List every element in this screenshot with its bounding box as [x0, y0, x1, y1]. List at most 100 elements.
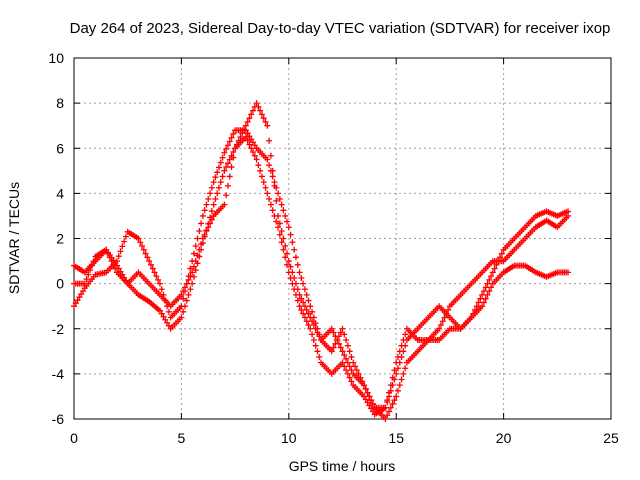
interp-marker: [223, 146, 230, 153]
interp-marker: [282, 243, 289, 250]
interp-marker: [112, 265, 119, 272]
interp-marker: [262, 184, 269, 191]
interp-marker: [445, 306, 452, 313]
interp-marker: [280, 246, 287, 253]
data-point: [360, 382, 367, 389]
interp-marker: [257, 167, 264, 174]
interp-marker: [391, 367, 398, 374]
data-point: [103, 246, 110, 253]
interp-marker: [291, 246, 298, 253]
interp-marker: [310, 321, 317, 328]
interp-marker: [314, 329, 321, 336]
interp-marker: [192, 243, 199, 250]
data-point: [479, 303, 486, 310]
interp-marker: [180, 308, 187, 315]
interp-marker: [498, 250, 505, 257]
interp-marker: [335, 333, 342, 340]
interp-marker: [353, 367, 360, 374]
interp-marker: [162, 316, 169, 323]
interp-marker: [441, 314, 448, 321]
interp-marker: [149, 265, 156, 272]
interp-marker: [346, 363, 353, 370]
y-tick-label: -4: [52, 366, 65, 382]
interp-marker: [394, 387, 401, 394]
data-point: [360, 393, 367, 400]
data-point: [285, 258, 292, 265]
data-point: [285, 224, 292, 231]
interp-marker: [482, 284, 489, 291]
interp-marker: [226, 138, 233, 145]
interp-marker: [384, 397, 391, 404]
interp-marker: [266, 196, 273, 203]
interp-marker: [301, 286, 308, 293]
interp-marker: [248, 111, 255, 118]
data-point: [253, 100, 260, 107]
interp-marker: [244, 118, 251, 125]
data-point: [242, 122, 249, 129]
interp-marker: [266, 162, 273, 169]
interp-marker: [194, 235, 201, 242]
interp-marker: [387, 382, 394, 389]
interp-marker: [190, 273, 197, 280]
interp-marker: [292, 254, 299, 261]
interp-marker: [215, 184, 222, 191]
data-point: [307, 314, 314, 321]
interp-marker: [300, 310, 307, 317]
data-point: [81, 280, 88, 287]
interp-marker: [203, 201, 210, 208]
data-point: [339, 359, 346, 366]
data-point: [221, 167, 228, 174]
interp-marker: [355, 370, 362, 377]
interp-marker: [226, 173, 233, 180]
interp-marker: [291, 274, 298, 281]
interp-marker: [278, 201, 285, 208]
interp-marker: [330, 329, 337, 336]
interp-marker: [267, 201, 274, 208]
data-point: [565, 269, 572, 276]
interp-marker: [246, 115, 253, 122]
data-point: [210, 179, 217, 186]
interp-marker: [233, 141, 240, 148]
interp-marker: [255, 162, 262, 169]
interp-marker: [352, 363, 359, 370]
interp-marker: [79, 288, 86, 295]
interp-marker: [251, 142, 258, 149]
data-point: [328, 348, 335, 355]
interp-marker: [266, 137, 273, 144]
y-tick-labels: -6 -4 -2 0 2 4 6 8 10: [48, 50, 64, 427]
interp-marker: [226, 156, 233, 163]
interp-marker: [196, 246, 203, 253]
interp-marker: [78, 291, 85, 298]
interp-marker: [400, 370, 407, 377]
y-tick-label: 2: [56, 231, 64, 247]
interp-marker: [267, 152, 274, 159]
y-tick-label: -2: [52, 321, 65, 337]
data-point: [382, 404, 389, 411]
data-point: [328, 325, 335, 332]
data-point: [339, 348, 346, 355]
interp-marker: [475, 299, 482, 306]
interp-marker: [219, 173, 226, 180]
interp-marker: [217, 179, 224, 186]
grid: [74, 58, 611, 419]
x-tick-label: 5: [178, 430, 186, 446]
data-point: [489, 269, 496, 276]
data-point: [264, 156, 271, 163]
interp-marker: [251, 152, 258, 159]
interp-marker: [292, 280, 299, 287]
interp-marker: [473, 303, 480, 310]
interp-marker: [305, 310, 312, 317]
interp-marker: [90, 258, 97, 265]
x-tick-labels: 0 5 10 15 20 25: [70, 430, 619, 446]
interp-marker: [357, 374, 364, 381]
x-tick-label: 0: [70, 430, 78, 446]
interp-marker: [343, 337, 350, 344]
interp-marker: [312, 325, 319, 332]
data-point: [242, 133, 249, 140]
y-tick-label: 4: [56, 185, 64, 201]
x-tick-label: 25: [603, 430, 619, 446]
interp-marker: [348, 367, 355, 374]
interp-marker: [165, 322, 172, 329]
interp-marker: [341, 352, 348, 359]
interp-marker: [244, 137, 251, 144]
